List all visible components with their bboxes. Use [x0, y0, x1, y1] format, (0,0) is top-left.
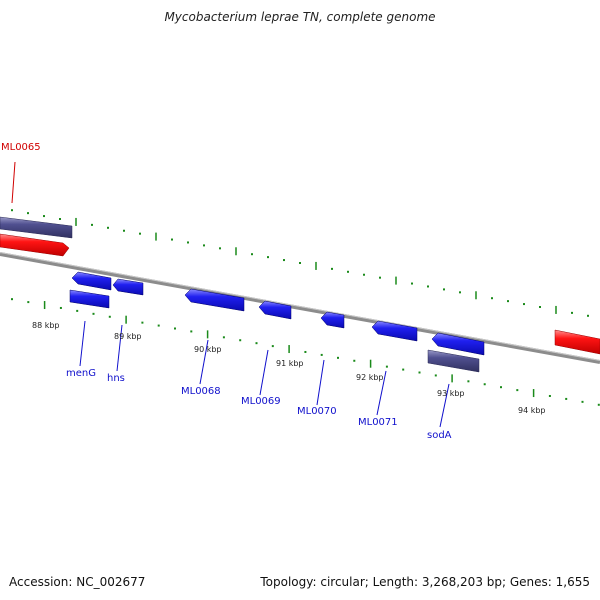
scale-label-94kbp: 94 kbp — [518, 406, 546, 415]
connector-ML0070 — [316, 359, 325, 406]
lower-tick-track — [11, 298, 600, 406]
gene-label-ML0070[interactable]: ML0070 — [297, 406, 337, 417]
gene-label-hns[interactable]: hns — [107, 373, 125, 384]
gene-label-ML0065[interactable]: ML0065 — [1, 142, 41, 153]
scale-label-89kbp: 89 kbp — [114, 332, 142, 341]
upper-tick-track — [11, 209, 589, 317]
genome-backbone-highlight — [0, 252, 600, 361]
connector-sodA — [439, 383, 450, 428]
connector-menG — [79, 320, 86, 367]
scale-label-88kbp: 88 kbp — [32, 321, 60, 330]
gene-right-red-bar[interactable] — [554, 329, 600, 355]
scale-label-90kbp: 90 kbp — [194, 345, 222, 354]
gene-menG-upper[interactable] — [71, 271, 112, 291]
connector-ML0065 — [11, 161, 16, 204]
gene-label-sodA[interactable]: sodA — [427, 430, 452, 441]
genome-backbone — [0, 252, 600, 364]
connector-ML0069 — [259, 349, 269, 396]
connector-hns — [116, 324, 123, 372]
gene-label-ML0068[interactable]: ML0068 — [181, 386, 221, 397]
label-connectors — [11, 161, 450, 428]
gene-label-ML0069[interactable]: ML0069 — [241, 396, 281, 407]
gene-ML0065-red-arrow[interactable] — [0, 233, 70, 257]
gene-ML0071[interactable] — [371, 320, 418, 342]
gene-label-menG[interactable]: menG — [66, 368, 96, 379]
gene-menG-lower[interactable] — [69, 289, 110, 309]
genome-stats-text: Topology: circular; Length: 3,268,203 bp… — [260, 575, 590, 589]
gene-ML0069[interactable] — [258, 300, 292, 320]
gene-sodA-blue[interactable] — [431, 332, 485, 356]
gene-hns[interactable] — [112, 278, 144, 296]
scale-label-91kbp: 91 kbp — [276, 359, 304, 368]
gene-ML0068[interactable] — [184, 288, 245, 312]
connector-ML0071 — [376, 370, 387, 416]
scale-label-92kbp: 92 kbp — [356, 373, 384, 382]
gene-label-ML0071[interactable]: ML0071 — [358, 417, 398, 428]
scale-label-93kbp: 93 kbp — [437, 389, 465, 398]
gene-ML0070[interactable] — [320, 311, 345, 329]
gene-sodA-purple-bar[interactable] — [427, 349, 480, 373]
gene-ML0065-purple-bar[interactable] — [0, 216, 73, 239]
connector-ML0068 — [199, 339, 209, 385]
page-title: Mycobacterium leprae TN, complete genome — [164, 10, 436, 24]
accession-text: Accession: NC_002677 — [9, 575, 146, 589]
